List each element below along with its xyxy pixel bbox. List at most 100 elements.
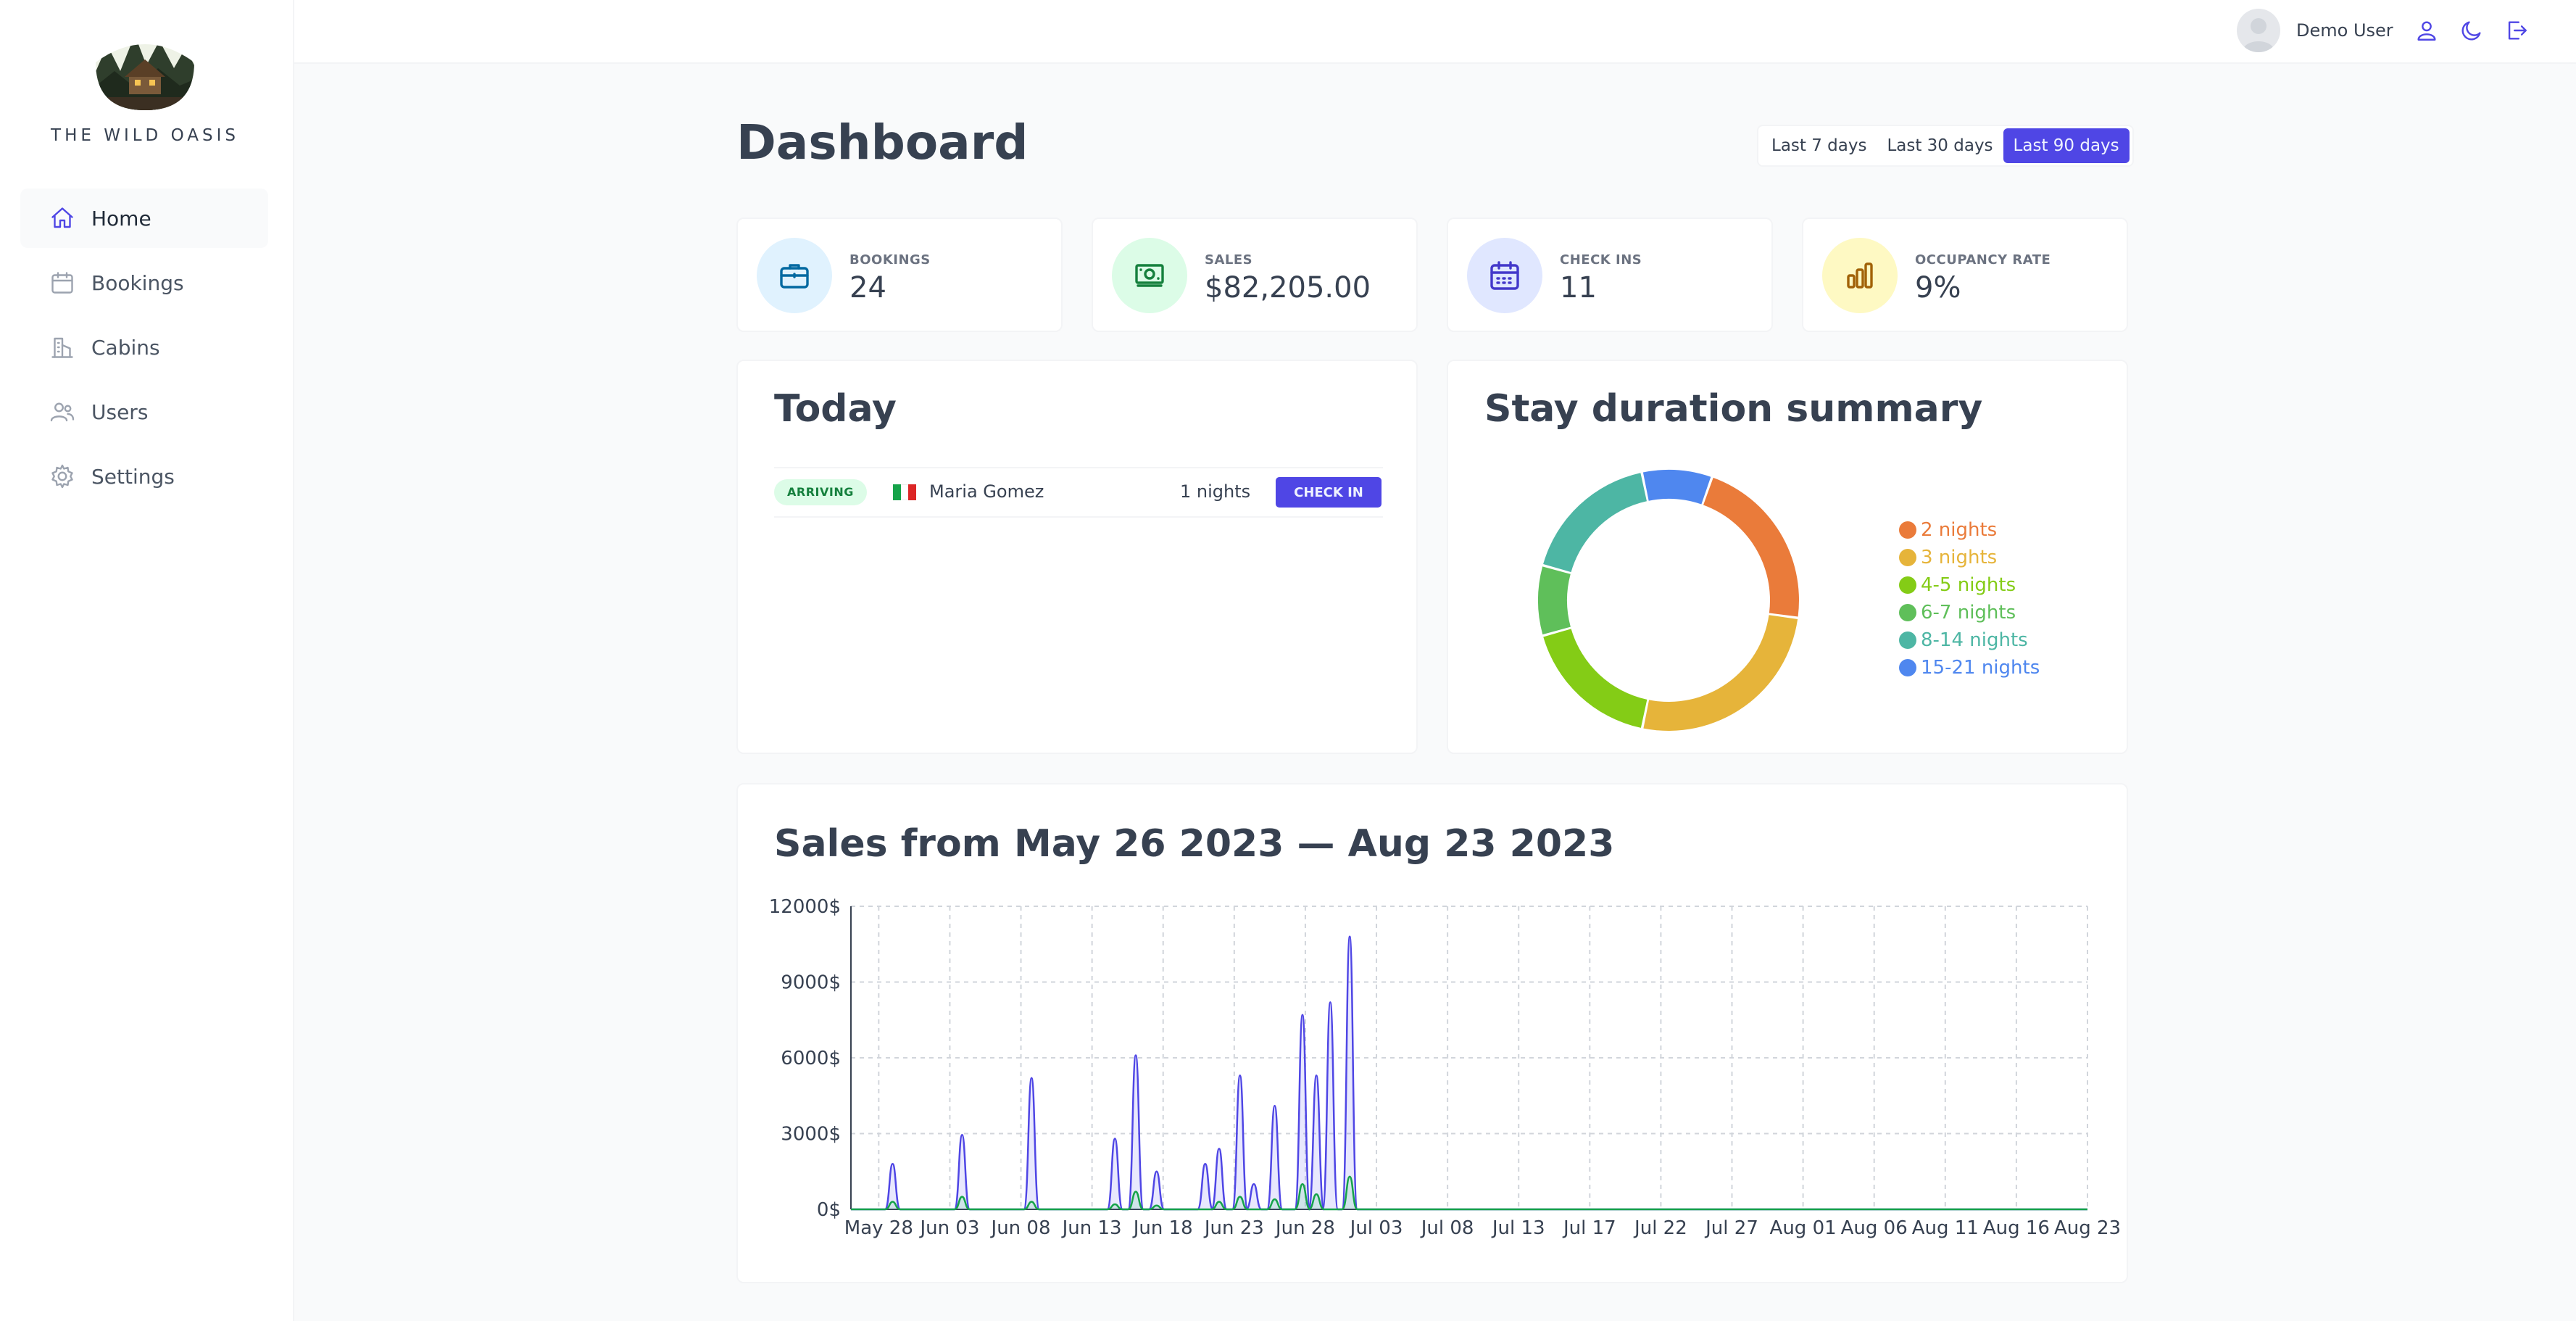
stat-card-sales: SALES $82,205.00 <box>1092 218 1418 332</box>
x-tick-label: May 28 <box>844 1217 913 1239</box>
sidebar-item-label: Users <box>91 399 149 424</box>
legend-item: 8-14 nights <box>1899 626 2040 654</box>
stat-card-bookings: BOOKINGS 24 <box>736 218 1063 332</box>
user-icon <box>2417 21 2436 41</box>
legend-item: 6-7 nights <box>1899 599 2040 626</box>
moon-icon <box>2461 21 2481 41</box>
sidebar: THE WILD OASIS Home Bookings Cabins User… <box>0 0 294 1321</box>
sidebar-item-cabins[interactable]: Cabins <box>20 318 268 377</box>
filter-last-7-days[interactable]: Last 7 days <box>1761 128 1877 163</box>
stay-duration-title: Stay duration summary <box>1484 387 1983 431</box>
x-tick-label: Jul 22 <box>1633 1217 1687 1239</box>
logo: THE WILD OASIS <box>0 28 290 145</box>
check-in-button[interactable]: CHECK IN <box>1276 477 1382 508</box>
sidebar-item-home[interactable]: Home <box>20 189 268 248</box>
stat-label: CHECK INS <box>1560 252 1642 268</box>
stat-icon-circle <box>757 238 832 313</box>
stay-duration-legend: 2 nights 3 nights 4-5 nights 6-7 nights 8-14… <box>1899 516 2040 682</box>
donut-slice-2-nights[interactable] <box>1703 477 1799 617</box>
x-tick-label: Jul 13 <box>1491 1217 1545 1239</box>
x-tick-label: Jun 08 <box>990 1217 1051 1239</box>
x-tick-label: Jul 03 <box>1349 1217 1403 1239</box>
sidebar-item-label: Settings <box>91 464 175 489</box>
logout-button[interactable] <box>2501 15 2533 46</box>
stat-icon-circle <box>1112 238 1187 313</box>
sales-panel: Sales from May 26 2023 — Aug 23 2023 0$ 3… <box>736 783 2128 1283</box>
stat-value: 24 <box>849 271 886 305</box>
flag-mexico-icon <box>893 484 917 500</box>
date-range-filter: Last 7 days Last 30 days Last 90 days <box>1757 125 2134 167</box>
x-tick-label: Jun 03 <box>918 1217 979 1239</box>
x-tick-label: Aug 06 <box>1841 1217 1908 1239</box>
series-line-total-sales[interactable] <box>851 935 2087 1211</box>
y-tick-label: 9000$ <box>781 972 841 994</box>
stat-label: BOOKINGS <box>849 252 931 268</box>
stat-label: SALES <box>1205 252 1253 268</box>
x-tick-label: Aug 11 <box>1912 1217 1979 1239</box>
x-tick-label: Jul 08 <box>1420 1217 1474 1239</box>
stay-duration-donut-chart <box>1538 470 1799 731</box>
legend-dot <box>1899 659 1916 676</box>
x-tick-label: Jul 27 <box>1704 1217 1758 1239</box>
legend-dot <box>1899 604 1916 621</box>
account-button[interactable] <box>2411 15 2443 46</box>
sidebar-item-settings[interactable]: Settings <box>20 447 268 506</box>
legend-label: 8-14 nights <box>1921 629 2028 651</box>
sidebar-item-label: Home <box>91 206 151 231</box>
stat-value: 9% <box>1915 271 1961 305</box>
legend-dot <box>1899 576 1916 594</box>
sidebar-item-users[interactable]: Users <box>20 382 268 442</box>
today-title: Today <box>774 387 897 431</box>
user-menu[interactable]: Demo User <box>2237 0 2393 61</box>
users-icon <box>50 402 75 422</box>
x-tick-label: Aug 16 <box>1983 1217 2050 1239</box>
gear-icon <box>51 464 73 489</box>
default-avatar-icon <box>2243 18 2274 52</box>
guest-nights: 1 nights <box>1180 481 1251 502</box>
y-tick-label: 0$ <box>817 1199 841 1221</box>
donut-slice-4-5-nights[interactable] <box>1543 629 1648 728</box>
filter-last-90-days[interactable]: Last 90 days <box>2003 128 2130 163</box>
legend-label: 4-5 nights <box>1921 574 2016 596</box>
sidebar-item-bookings[interactable]: Bookings <box>20 253 268 312</box>
logo-text: THE WILD OASIS <box>51 126 239 145</box>
stat-icon-circle <box>1467 238 1542 313</box>
x-tick-label: Jun 28 <box>1274 1217 1335 1239</box>
filter-last-30-days[interactable]: Last 30 days <box>1877 128 2003 163</box>
dark-mode-toggle[interactable] <box>2456 15 2488 46</box>
legend-label: 2 nights <box>1921 519 1998 541</box>
cabins-icon <box>51 337 73 358</box>
series-line-extras-sales[interactable] <box>851 1175 2087 1211</box>
x-tick-label: Aug 01 <box>1770 1217 1837 1239</box>
user-name: Demo User <box>2296 20 2393 41</box>
sidebar-item-label: Bookings <box>91 270 184 295</box>
x-tick-label: Jun 13 <box>1061 1217 1122 1239</box>
y-tick-label: 12000$ <box>769 896 841 918</box>
donut-slice-8-14-nights[interactable] <box>1543 473 1647 573</box>
x-tick-label: Jun 18 <box>1132 1217 1193 1239</box>
stat-value: $82,205.00 <box>1205 271 1371 305</box>
banknotes-icon <box>1135 264 1164 287</box>
x-tick-label: Jun 23 <box>1203 1217 1264 1239</box>
y-tick-label: 3000$ <box>781 1124 841 1146</box>
legend-label: 15-21 nights <box>1921 657 2040 679</box>
calendar-days-icon <box>1490 261 1519 290</box>
bar-chart-icon <box>1847 262 1873 289</box>
legend-item: 15-21 nights <box>1899 654 2040 682</box>
sidebar-item-label: Cabins <box>91 335 160 360</box>
today-panel: Today ARRIVING Maria Gomez 1 nights CHEC… <box>736 360 1418 754</box>
donut-slice-3-nights[interactable] <box>1643 615 1798 731</box>
stat-icon-circle <box>1822 238 1898 313</box>
donut-slice-15-21-nights[interactable] <box>1642 470 1711 505</box>
calendar-icon <box>51 272 73 294</box>
y-tick-label: 6000$ <box>781 1048 841 1069</box>
page-title: Dashboard <box>736 115 1029 170</box>
stat-card-occupancy-rate: OCCUPANCY RATE 9% <box>1802 218 2128 332</box>
legend-item: 2 nights <box>1899 516 2040 544</box>
briefcase-icon <box>780 264 809 289</box>
donut-slice-6-7-nights[interactable] <box>1538 566 1571 635</box>
top-header: Demo User <box>294 0 2576 64</box>
logo-image <box>96 44 194 110</box>
home-icon <box>51 207 73 228</box>
sales-area-chart: 0$ 3000$ 6000$ 9000$ 12000$ May 28 Jun 03 Jun 0… <box>769 896 2121 1239</box>
